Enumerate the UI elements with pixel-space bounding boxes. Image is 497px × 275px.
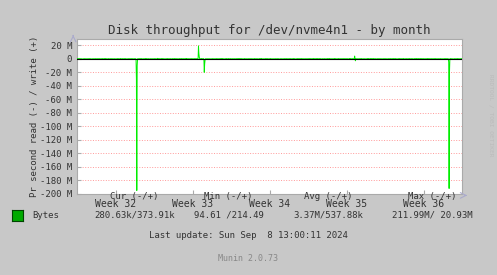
Y-axis label: Pr second read (-) / write (+): Pr second read (-) / write (+) (29, 35, 39, 197)
Text: Cur (-/+): Cur (-/+) (110, 192, 159, 201)
Text: Munin 2.0.73: Munin 2.0.73 (219, 254, 278, 263)
Text: Bytes: Bytes (32, 211, 59, 219)
Title: Disk throughput for /dev/nvme4n1 - by month: Disk throughput for /dev/nvme4n1 - by mo… (108, 24, 431, 37)
Text: 211.99M/ 20.93M: 211.99M/ 20.93M (392, 210, 473, 219)
Text: Last update: Sun Sep  8 13:00:11 2024: Last update: Sun Sep 8 13:00:11 2024 (149, 231, 348, 240)
Text: Min (-/+): Min (-/+) (204, 192, 253, 201)
Text: RRDTOOL / TOBI OETIKER: RRDTOOL / TOBI OETIKER (488, 74, 493, 157)
Text: Avg (-/+): Avg (-/+) (304, 192, 352, 201)
Text: Max (-/+): Max (-/+) (408, 192, 457, 201)
Text: 280.63k/373.91k: 280.63k/373.91k (94, 210, 174, 219)
Text: 94.61 /214.49: 94.61 /214.49 (194, 210, 263, 219)
Text: 3.37M/537.88k: 3.37M/537.88k (293, 210, 363, 219)
